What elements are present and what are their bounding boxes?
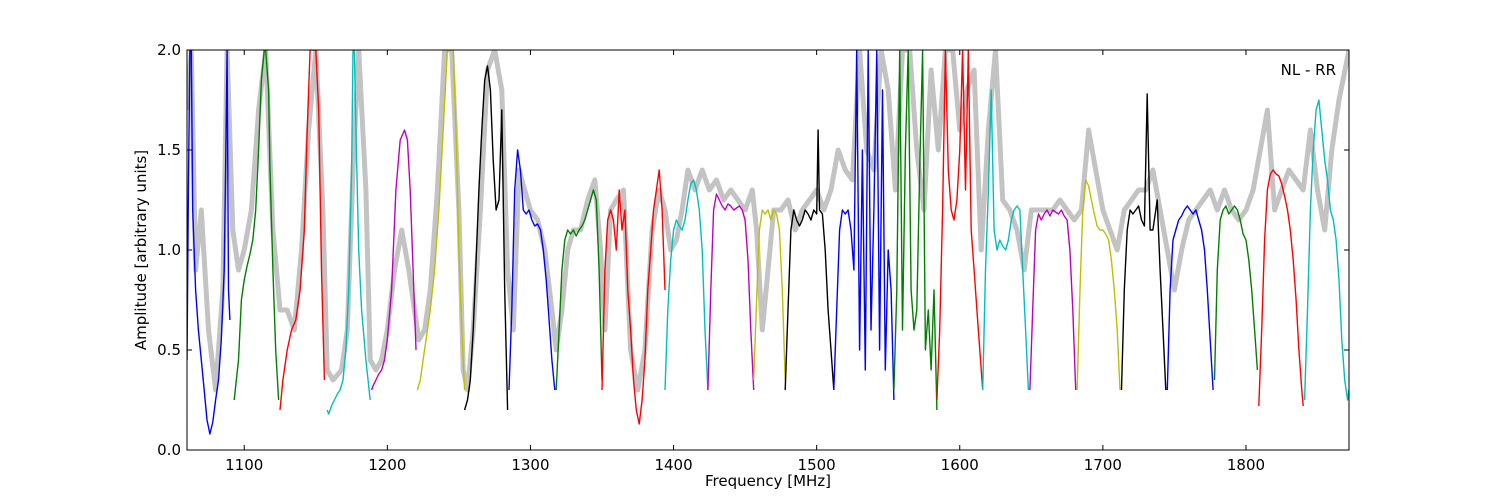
series-line-2 [233,50,280,401]
y-axis-label: Amplitude [arbitrary units] [132,150,150,350]
x-tick-label: 1400 [654,456,692,474]
series-line-4 [326,50,371,415]
y-tick-label: 2.0 [157,41,181,59]
series-line-25 [1303,99,1349,401]
series-line-19 [1029,209,1077,391]
x-tick-label: 1800 [1227,456,1265,474]
series-line-3 [279,50,326,411]
series-line-18 [982,89,1030,391]
y-tick-label: 1.0 [157,241,181,259]
series-line-7 [463,65,509,411]
x-tick-label: 1100 [225,456,263,474]
series-line-22 [1166,205,1214,391]
series-line-12 [707,193,755,391]
series-line-16 [893,50,938,411]
series-line-13 [753,209,786,381]
series-line-21 [1120,93,1167,391]
x-tick-label: 1500 [798,456,836,474]
x-axis: 1100 1200 1300 1400 1500 1600 1700 1800 [225,50,1265,474]
y-axis: 0.0 0.5 1.0 1.5 2.0 [157,41,1349,459]
y-tick-label: 1.5 [157,141,181,159]
series-line-6 [416,50,466,391]
series-line-10 [601,169,666,425]
series-line-17 [936,50,984,401]
plot-content [187,50,1349,435]
series-line-15 [833,50,895,401]
y-tick-label: 0.0 [157,441,181,459]
series-line-5 [370,129,417,391]
series-line-1 [187,50,231,435]
series-line-11 [664,179,709,391]
series-line-9 [555,189,603,391]
series-line-24 [1258,169,1304,407]
y-tick-label: 0.5 [157,341,181,359]
series-line-8 [508,149,556,391]
chart-annotation: NL - RR [1281,61,1336,79]
x-axis-label: Frequency [MHz] [705,472,831,490]
x-tick-label: 1600 [941,456,979,474]
background-envelope [187,50,1349,393]
x-tick-label: 1700 [1084,456,1122,474]
series-line-23 [1213,205,1259,381]
x-tick-label: 1200 [368,456,406,474]
series-line-20 [1076,179,1121,391]
series-line-14 [784,129,835,391]
x-tick-label: 1300 [511,456,549,474]
